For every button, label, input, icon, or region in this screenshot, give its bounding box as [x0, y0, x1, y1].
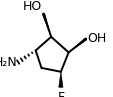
Text: H₂N: H₂N	[0, 56, 17, 69]
Text: OH: OH	[86, 32, 105, 45]
Text: HO: HO	[23, 0, 42, 13]
Polygon shape	[68, 38, 86, 52]
Text: F: F	[57, 91, 64, 97]
Polygon shape	[42, 13, 51, 37]
Polygon shape	[58, 72, 62, 87]
